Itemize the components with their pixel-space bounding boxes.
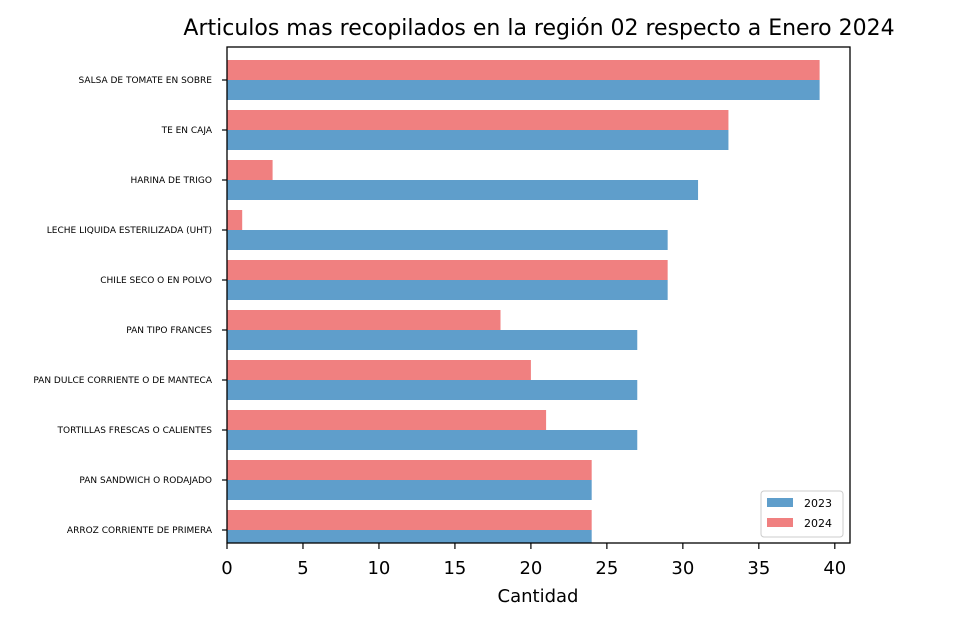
bar-2023 xyxy=(227,130,729,150)
legend-swatch-2024 xyxy=(767,518,793,527)
bar-2024 xyxy=(227,210,243,230)
bar-2023 xyxy=(227,380,638,400)
bar-2023 xyxy=(227,330,638,350)
bar-2024 xyxy=(227,410,547,430)
x-axis-ticks: 0 5 10 15 20 25 30 35 40 xyxy=(221,543,846,579)
legend: 2023 2024 xyxy=(760,490,844,538)
bar-2023 xyxy=(227,430,638,450)
y-tick-label: PAN DULCE CORRIENTE O DE MANTECA xyxy=(33,376,213,386)
bar-2024 xyxy=(227,510,592,530)
y-tick-label: CHILE SECO O EN POLVO xyxy=(100,276,212,286)
y-axis-ticks: SALSA DE TOMATE EN SOBRE TE EN CAJA HARINA… xyxy=(33,76,227,536)
bar-2023 xyxy=(227,80,820,100)
legend-label-2023: 2023 xyxy=(804,497,832,510)
x-tick-label: 10 xyxy=(367,558,390,579)
legend-swatch-2023 xyxy=(767,498,793,507)
x-tick-label: 0 xyxy=(221,558,232,579)
bar-2023 xyxy=(227,230,668,250)
bar-2024 xyxy=(227,160,273,180)
x-tick-label: 25 xyxy=(595,558,618,579)
x-tick-label: 40 xyxy=(823,558,846,579)
y-tick-label: HARINA DE TRIGO xyxy=(130,176,212,186)
legend-label-2024: 2024 xyxy=(804,517,832,530)
bar-2024 xyxy=(227,360,531,380)
bars xyxy=(227,60,820,543)
bar-2023 xyxy=(227,480,592,500)
x-tick-label: 15 xyxy=(443,558,466,579)
bar-2024 xyxy=(227,460,592,480)
x-tick-label: 5 xyxy=(297,558,308,579)
y-tick-label: PAN SANDWICH O RODAJADO xyxy=(79,476,212,486)
y-tick-label: PAN TIPO FRANCES xyxy=(126,326,212,336)
y-tick-label: ARROZ CORRIENTE DE PRIMERA xyxy=(67,526,213,536)
y-tick-label: TE EN CAJA xyxy=(161,126,213,136)
bar-2023 xyxy=(227,180,699,200)
bar-2024 xyxy=(227,260,668,280)
x-tick-label: 20 xyxy=(519,558,542,579)
bar-2023 xyxy=(227,530,592,543)
x-axis-label: Cantidad xyxy=(498,586,579,607)
y-tick-label: TORTILLAS FRESCAS O CALIENTES xyxy=(56,426,212,436)
y-tick-label: LECHE LIQUIDA ESTERILIZADA (UHT) xyxy=(47,226,212,236)
plot-frame xyxy=(226,46,851,544)
y-tick-label: SALSA DE TOMATE EN SOBRE xyxy=(79,76,213,86)
chart-title: Articulos mas recopilados en la región 0… xyxy=(183,16,894,41)
x-tick-label: 30 xyxy=(671,558,694,579)
x-tick-label: 35 xyxy=(747,558,770,579)
bar-2023 xyxy=(227,280,668,300)
bar-2024 xyxy=(227,60,820,80)
bar-2024 xyxy=(227,310,501,330)
bar-2024 xyxy=(227,110,729,130)
